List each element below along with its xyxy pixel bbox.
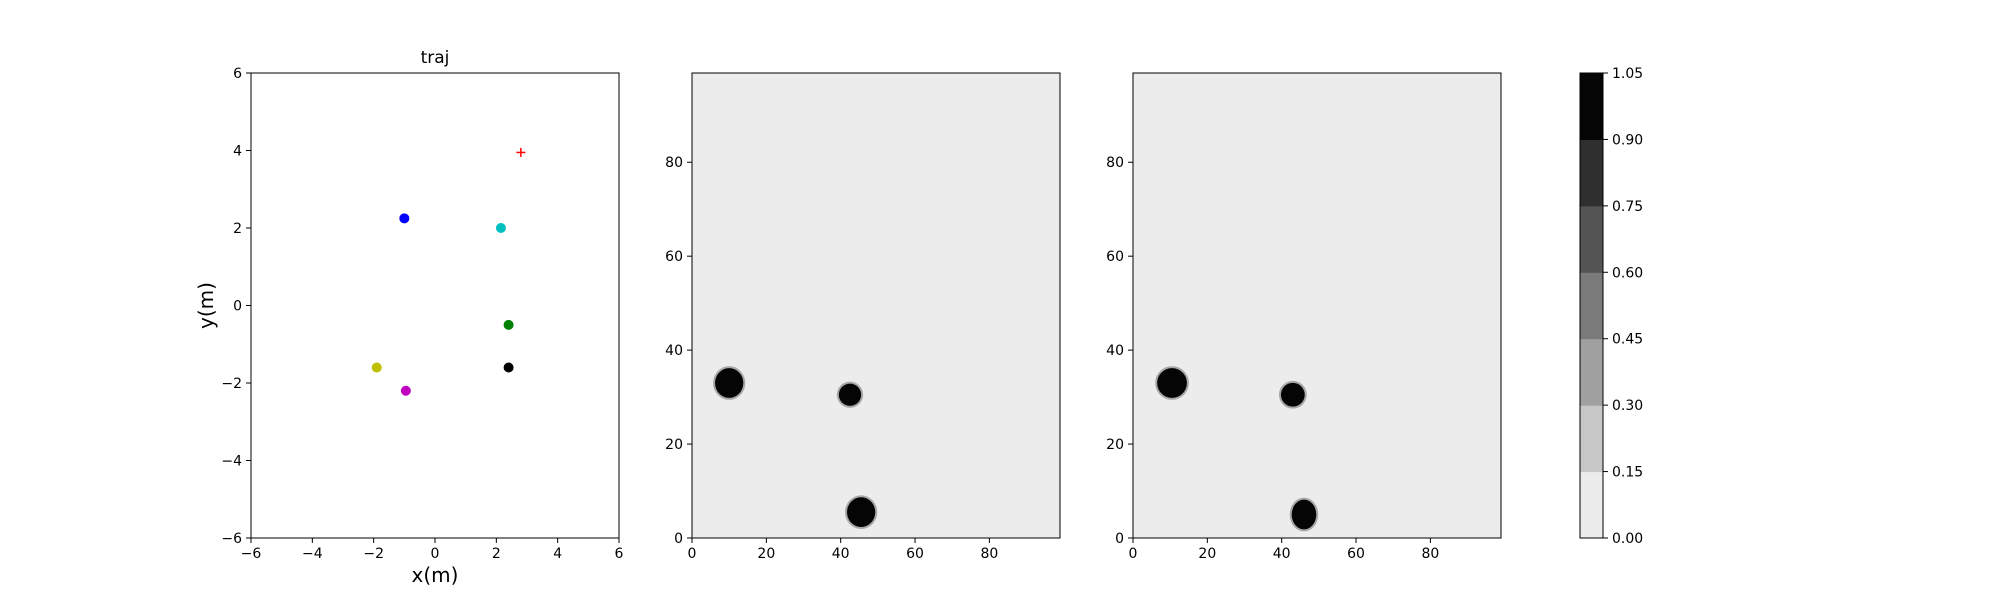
obstacle-blob xyxy=(1291,499,1317,530)
map-xtick-label: 40 xyxy=(1273,546,1291,562)
colorbar-tick-label: 1.05 xyxy=(1612,66,1643,82)
colorbar-step xyxy=(1580,73,1603,140)
traj-xtick-label: 0 xyxy=(431,546,440,562)
colorbar-tick-label: 0.00 xyxy=(1612,531,1643,547)
map-ytick-label: 20 xyxy=(665,437,683,453)
traj-ytick-label: −2 xyxy=(221,376,242,392)
colorbar-step xyxy=(1580,338,1603,406)
map-ytick-label: 80 xyxy=(1106,155,1124,171)
agent-point xyxy=(400,385,411,396)
map-ytick-label: 40 xyxy=(665,343,683,359)
traj-xlabel: x(m) xyxy=(412,563,459,587)
colorbar-step xyxy=(1580,139,1603,207)
map-xtick-label: 0 xyxy=(688,546,697,562)
obstacle-blob xyxy=(838,383,862,406)
colorbar-tick-label: 0.30 xyxy=(1612,398,1643,414)
goal-marker xyxy=(516,147,526,157)
colorbar-step xyxy=(1580,405,1603,473)
traj-ytick-label: 0 xyxy=(233,299,242,315)
traj-xtick-label: 2 xyxy=(492,546,501,562)
agent-point xyxy=(503,319,514,330)
map2-frame xyxy=(1132,72,1502,539)
colorbar-tick-label: 0.90 xyxy=(1612,132,1643,148)
colorbar-tick-label: 0.60 xyxy=(1612,265,1643,281)
colorbar-frame xyxy=(1579,72,1604,539)
map-xtick-label: 60 xyxy=(1347,546,1365,562)
map-ytick-label: 0 xyxy=(1115,531,1124,547)
traj-ytick-label: −4 xyxy=(221,454,242,470)
map2-blobs xyxy=(1155,366,1319,532)
traj-xtick-label: −4 xyxy=(302,546,323,562)
map-ytick-label: 60 xyxy=(665,249,683,265)
traj-ytick-label: 4 xyxy=(233,144,242,160)
traj-ticks: −6 −4 −2 0 2 4 6 −6 −4 −2 0 2 4 6 xyxy=(221,66,623,562)
map2-background xyxy=(1133,73,1501,538)
colorbar-step xyxy=(1580,205,1603,273)
agent-point xyxy=(503,362,514,373)
map-xtick-label: 0 xyxy=(1129,546,1138,562)
map2-ticks: 0 20 40 60 80 0 20 40 60 80 xyxy=(1106,155,1439,562)
map1-ticks: 0 20 40 60 80 0 20 40 60 80 xyxy=(665,155,998,562)
obstacle-blob xyxy=(1157,368,1187,398)
colorbar: 0.00 0.15 0.30 0.45 0.60 0.75 0.90 1.05 xyxy=(1579,66,1643,547)
traj-plot-area xyxy=(250,72,620,539)
traj-ylabel: y(m) xyxy=(194,282,218,329)
map-ytick-label: 60 xyxy=(1106,249,1124,265)
obstacle-blob xyxy=(847,497,876,528)
map-ytick-label: 20 xyxy=(1106,437,1124,453)
map1-blobs xyxy=(713,366,878,530)
traj-xtick-label: −2 xyxy=(363,546,384,562)
obstacle-blob xyxy=(715,368,744,398)
map-xtick-label: 80 xyxy=(1421,546,1439,562)
agent-point xyxy=(495,223,506,233)
colorbar-steps xyxy=(1580,73,1603,539)
agent-point xyxy=(399,213,410,224)
map-ytick-label: 40 xyxy=(1106,343,1124,359)
agent-point xyxy=(371,362,382,373)
traj-xtick-label: 4 xyxy=(553,546,562,562)
map1-frame xyxy=(691,72,1061,539)
map-xtick-label: 60 xyxy=(906,546,924,562)
colorbar-step xyxy=(1580,272,1603,340)
traj-xtick-label: 6 xyxy=(615,546,624,562)
map-panel-2: 0 20 40 60 80 0 20 40 60 80 xyxy=(1106,72,1502,562)
traj-title: traj xyxy=(421,48,450,68)
traj-xtick-label: −6 xyxy=(241,546,262,562)
colorbar-ticks: 0.00 0.15 0.30 0.45 0.60 0.75 0.90 1.05 xyxy=(1603,66,1643,547)
map-xtick-label: 80 xyxy=(980,546,998,562)
traj-panel: traj −6 −4 −2 0 2 4 6 −6 −4 −2 0 2 4 6 x(m) y(m) xyxy=(194,48,624,587)
map-panel-1: 0 20 40 60 80 0 20 40 60 80 xyxy=(665,72,1061,562)
map-xtick-label: 40 xyxy=(832,546,850,562)
map1-background xyxy=(692,73,1060,538)
colorbar-tick-label: 0.75 xyxy=(1612,199,1643,215)
map-xtick-label: 20 xyxy=(757,546,775,562)
obstacle-blob xyxy=(1280,382,1305,407)
traj-ytick-label: 6 xyxy=(233,66,242,82)
map-ytick-label: 80 xyxy=(665,155,683,171)
colorbar-tick-label: 0.45 xyxy=(1612,332,1643,348)
colorbar-tick-label: 0.15 xyxy=(1612,465,1643,481)
map-ytick-label: 0 xyxy=(674,531,683,547)
colorbar-step xyxy=(1580,471,1603,539)
map-xtick-label: 20 xyxy=(1198,546,1216,562)
traj-ytick-label: 2 xyxy=(233,221,242,237)
traj-ytick-label: −6 xyxy=(221,531,242,547)
traj-points xyxy=(371,147,526,396)
